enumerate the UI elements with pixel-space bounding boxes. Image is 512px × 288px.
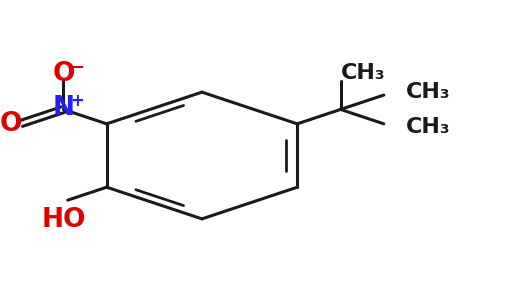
Text: O: O (0, 111, 23, 137)
Text: CH₃: CH₃ (407, 82, 451, 102)
Text: N: N (52, 95, 74, 121)
Text: HO: HO (41, 207, 86, 233)
Text: +: + (71, 92, 84, 110)
Text: CH₃: CH₃ (340, 63, 385, 84)
Text: CH₃: CH₃ (407, 117, 451, 137)
Text: −: − (71, 57, 84, 75)
Text: O: O (52, 61, 75, 87)
